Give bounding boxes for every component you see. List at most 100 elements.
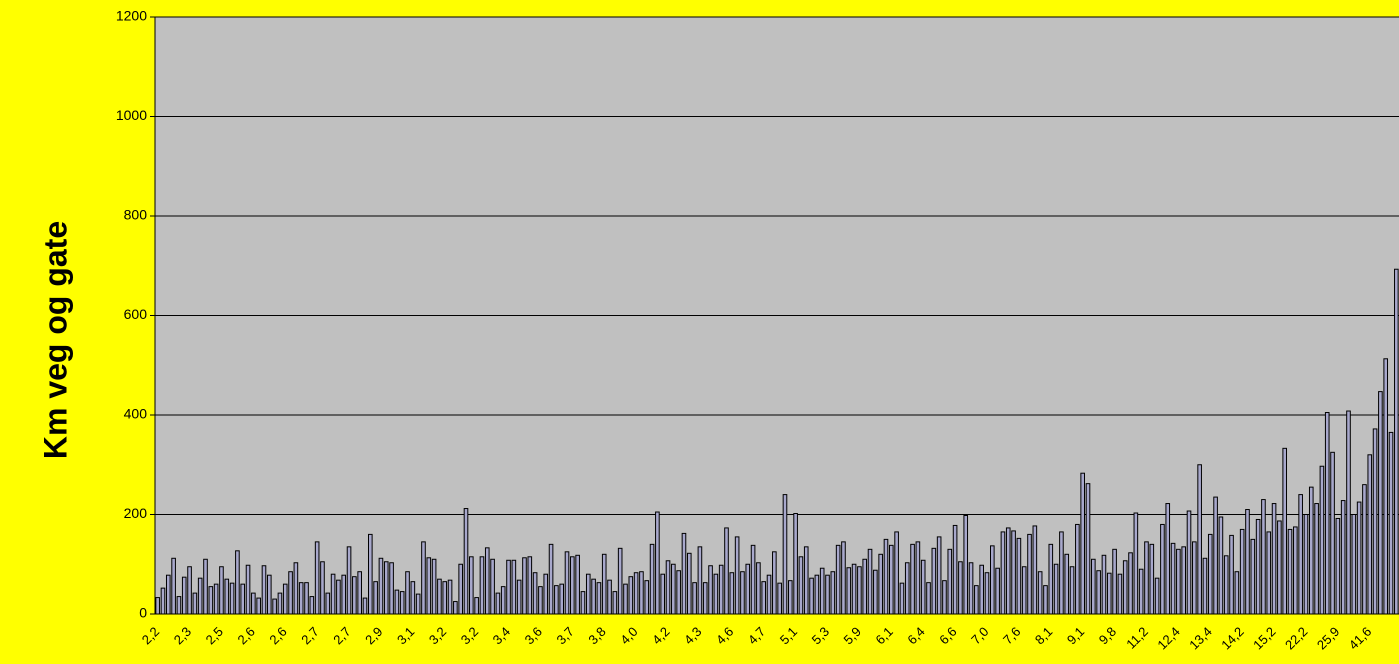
bar <box>803 546 809 615</box>
bar <box>1229 534 1234 615</box>
bar <box>841 541 846 615</box>
bar <box>766 574 772 615</box>
bar <box>772 551 777 615</box>
bar <box>1388 431 1394 615</box>
bar <box>474 597 479 615</box>
bar <box>399 591 405 615</box>
bar <box>1080 472 1085 615</box>
bar <box>394 589 400 615</box>
bar <box>155 597 160 615</box>
bar <box>686 552 692 615</box>
bar <box>176 596 182 615</box>
bar <box>1271 503 1277 615</box>
bar <box>974 585 979 615</box>
bar <box>1383 358 1389 615</box>
bar <box>181 576 187 615</box>
bar <box>931 547 937 615</box>
bar <box>251 592 256 615</box>
bar <box>463 508 469 615</box>
bar <box>894 531 899 615</box>
bar <box>777 582 782 615</box>
bar <box>1197 464 1202 615</box>
bar <box>819 567 825 615</box>
bar <box>963 514 969 615</box>
bar <box>1213 496 1218 615</box>
bar <box>697 546 703 615</box>
bar <box>240 583 246 615</box>
bar <box>357 571 362 615</box>
bar <box>1308 486 1314 615</box>
bar <box>1112 548 1117 615</box>
bar <box>309 596 315 615</box>
bar <box>410 581 416 615</box>
bar <box>809 577 814 615</box>
bar <box>1261 499 1266 615</box>
bar <box>984 572 990 615</box>
bar <box>1372 428 1378 615</box>
y-tick-label: 200 <box>124 505 148 521</box>
bar <box>1133 512 1139 615</box>
bar <box>798 556 804 615</box>
bar <box>888 544 894 615</box>
bar <box>750 544 756 615</box>
bar <box>532 572 538 615</box>
bar <box>814 574 820 615</box>
bar <box>1234 571 1240 615</box>
bar <box>500 586 506 615</box>
bar <box>1027 533 1032 615</box>
bar <box>352 576 357 615</box>
bar <box>1106 572 1112 615</box>
bar <box>1218 516 1224 615</box>
bar <box>1165 503 1171 615</box>
bar <box>1096 570 1101 615</box>
bar <box>245 564 251 615</box>
bar <box>224 578 230 615</box>
bar <box>1394 268 1399 615</box>
bar <box>453 601 458 615</box>
bar <box>484 547 490 615</box>
bar <box>745 563 751 615</box>
bar <box>320 561 325 615</box>
bar <box>862 558 868 615</box>
bar <box>692 582 697 615</box>
bar <box>415 593 421 615</box>
bar <box>1149 543 1155 615</box>
bar <box>787 580 793 615</box>
bar <box>936 536 942 615</box>
bar <box>1000 531 1006 615</box>
bar <box>1303 514 1309 615</box>
bar <box>1181 546 1186 615</box>
bar <box>1367 454 1373 615</box>
bar <box>554 585 559 615</box>
bar <box>1005 527 1011 615</box>
bar <box>1282 447 1288 615</box>
bar <box>383 561 389 615</box>
bar <box>277 592 283 615</box>
bar <box>740 571 745 615</box>
bar <box>649 543 655 615</box>
y-tick-label: 0 <box>139 605 147 621</box>
bar <box>990 545 995 615</box>
bar <box>708 565 713 615</box>
bar <box>1202 557 1208 615</box>
bar <box>995 567 1000 615</box>
bar <box>655 511 660 615</box>
bar <box>1239 528 1245 615</box>
bar <box>421 541 426 615</box>
bar <box>596 582 602 615</box>
bar <box>607 579 612 615</box>
bar <box>1351 514 1357 615</box>
bar <box>979 564 984 615</box>
bar <box>341 574 347 615</box>
y-tick-label: 400 <box>124 406 148 422</box>
y-axis-label: Km veg og gate <box>37 221 73 459</box>
bar <box>266 574 272 615</box>
bar <box>915 541 921 615</box>
bar <box>1378 391 1383 615</box>
bar <box>1176 548 1181 615</box>
bar <box>825 574 830 615</box>
bar <box>575 554 580 615</box>
bar <box>671 563 676 615</box>
